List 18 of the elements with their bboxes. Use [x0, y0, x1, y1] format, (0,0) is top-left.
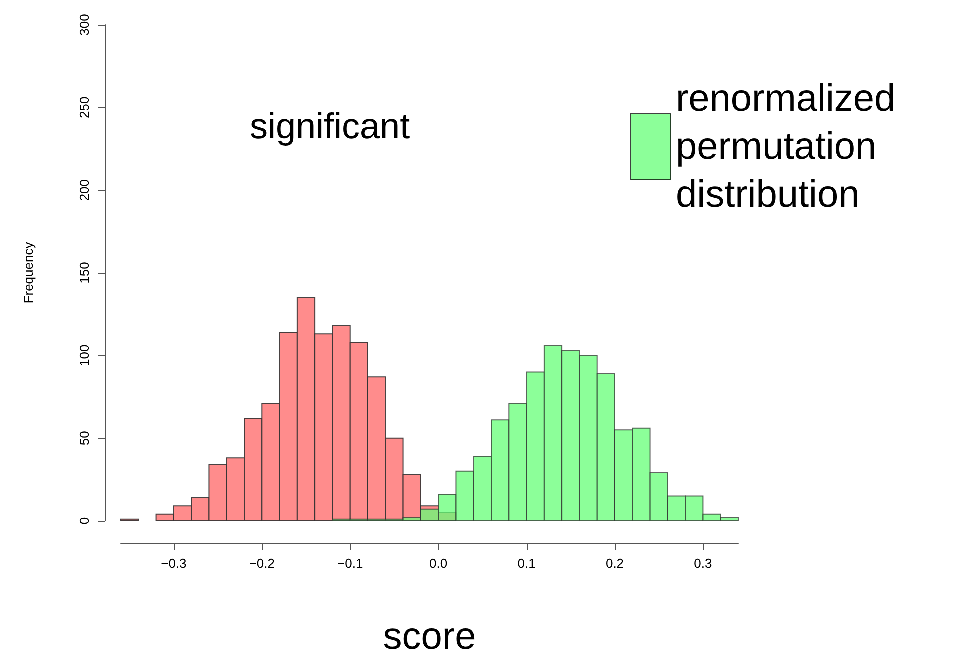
y-tick-label: 300 — [77, 14, 92, 36]
x-tick-label: 0.1 — [518, 556, 536, 571]
x-tick-label: −0.2 — [249, 556, 275, 571]
y-tick-label: 200 — [77, 179, 92, 202]
legend-label: renormalized permutation distribution — [676, 78, 906, 216]
annotation: significant — [250, 106, 410, 146]
y-axis-title: Frequency — [21, 242, 36, 304]
x-tick-label: 0.2 — [606, 556, 624, 571]
x-tick-label: −0.3 — [161, 556, 187, 571]
y-tick-label: 100 — [77, 344, 92, 367]
y-tick-label: 150 — [77, 262, 92, 284]
x-tick-label: 0.3 — [694, 556, 712, 571]
x-tick-label: −0.1 — [338, 556, 364, 571]
y-tick-label: 0 — [77, 517, 92, 525]
y-tick-label: 50 — [77, 431, 92, 446]
y-tick-label: 250 — [77, 96, 92, 119]
x-tick-label: 0.0 — [430, 556, 448, 571]
x-axis-title: score — [383, 616, 476, 658]
